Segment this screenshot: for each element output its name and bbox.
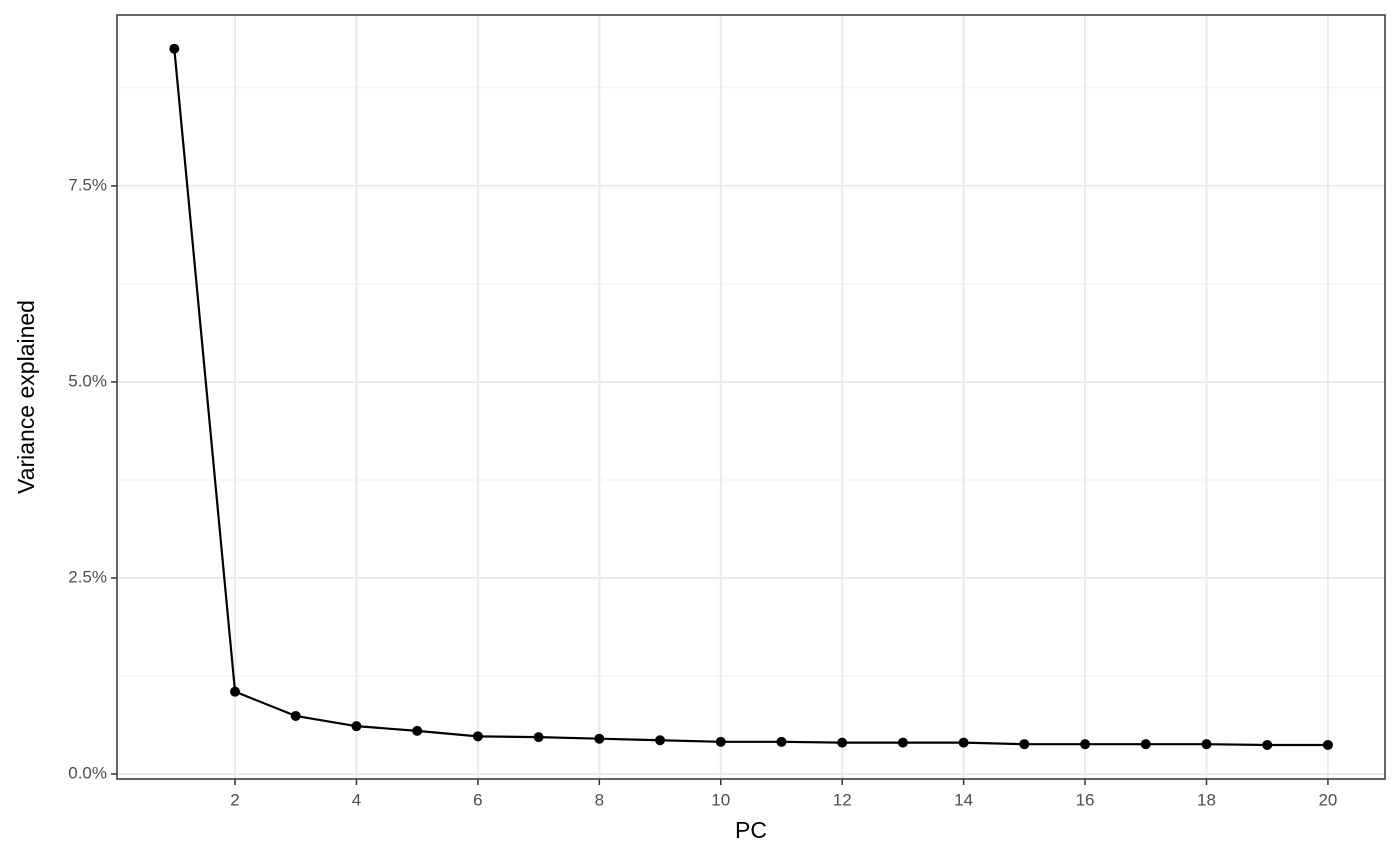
point — [533, 732, 544, 743]
point — [958, 737, 969, 748]
point — [1080, 739, 1091, 750]
point — [897, 737, 908, 748]
y-axis-title: Variance explained — [13, 300, 39, 494]
point — [1322, 739, 1333, 750]
point — [837, 737, 848, 748]
x-tick-label: 2 — [230, 790, 239, 809]
point — [230, 686, 241, 697]
point — [290, 710, 301, 721]
y-tick-label: 2.5% — [68, 567, 107, 586]
x-tick-label: 12 — [833, 790, 852, 809]
x-axis-title: PC — [735, 817, 767, 843]
point — [1019, 739, 1030, 750]
x-tick-label: 20 — [1318, 790, 1337, 809]
point — [169, 43, 180, 54]
y-tick-label: 5.0% — [68, 371, 107, 390]
plot-border — [116, 14, 1386, 780]
point — [412, 725, 423, 736]
y-tick-label: 0.0% — [68, 763, 107, 782]
point — [776, 736, 787, 747]
point — [1201, 739, 1212, 750]
x-tick-label: 14 — [954, 790, 973, 809]
x-tick-label: 4 — [352, 790, 361, 809]
x-tick-label: 6 — [473, 790, 482, 809]
x-tick-label: 10 — [711, 790, 730, 809]
line — [173, 48, 1328, 747]
point — [1262, 739, 1273, 750]
point — [472, 731, 483, 742]
point — [594, 733, 605, 744]
point — [715, 736, 726, 747]
point — [351, 721, 362, 732]
y-tick-label: 7.5% — [68, 175, 107, 194]
point — [1140, 739, 1151, 750]
x-tick-label: 18 — [1197, 790, 1216, 809]
x-tick-label: 8 — [595, 790, 604, 809]
x-tick-label: 16 — [1076, 790, 1095, 809]
point — [655, 735, 666, 746]
